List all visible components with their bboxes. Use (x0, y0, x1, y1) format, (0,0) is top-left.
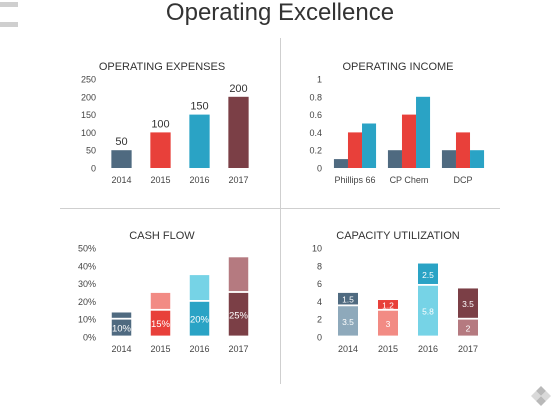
page-title: Operating Excellence (165, 0, 395, 26)
y-tick-label: 100 (81, 128, 96, 138)
bar (401, 114, 417, 168)
y-tick-label: 0.8 (309, 92, 322, 102)
y-tick-label: 30% (78, 279, 96, 289)
bar (347, 132, 363, 168)
bar-segment (227, 292, 250, 337)
x-tick-label: 2016 (189, 344, 209, 354)
data-label: 3.5 (342, 317, 354, 327)
x-tick-label: 2014 (111, 344, 131, 354)
bar-segment (149, 292, 172, 310)
corner-logo-icon (0, 2, 20, 35)
x-tick-label: CP Chem (390, 175, 429, 185)
y-tick-label: 0 (317, 333, 322, 343)
x-tick-label: 2015 (150, 175, 170, 185)
y-tick-label: 0 (91, 164, 96, 174)
operating-income-chart: OPERATING INCOME 0 0.2 0.4 0.6 0.8 1 Phillips … (309, 61, 485, 185)
vertical-divider (280, 38, 281, 384)
bar-segment (377, 299, 399, 310)
y-tick-label: 6 (317, 279, 322, 289)
y-tick-label: 20% (78, 297, 96, 307)
data-label: 150 (190, 101, 208, 113)
x-tick-label: 2017 (228, 175, 248, 185)
x-tick-label: 2014 (111, 175, 131, 185)
x-tick-label: 2015 (378, 344, 398, 354)
data-label: 3.5 (462, 299, 474, 309)
y-tick-label: 250 (81, 75, 96, 85)
y-tick-label: 50 (86, 146, 96, 156)
bar (455, 132, 471, 168)
bar (333, 159, 348, 168)
bar-segment (377, 309, 399, 337)
y-tick-label: 8 (317, 261, 322, 271)
bar (362, 123, 377, 168)
bar-segment (110, 311, 133, 319)
y-tick-label: 2 (317, 315, 322, 325)
bar (470, 150, 485, 168)
bar (111, 150, 132, 168)
y-tick-label: 0 (317, 164, 322, 174)
data-label: 50 (115, 136, 127, 148)
y-tick-label: 10 (312, 244, 322, 254)
bar (387, 150, 402, 168)
y-tick-label: 150 (81, 110, 96, 120)
horizontal-divider (60, 208, 500, 209)
diamond-logo-icon (530, 385, 552, 412)
data-label: 5.8 (422, 307, 434, 317)
y-tick-label: 10% (78, 315, 96, 325)
cash-flow-chart: CASH FLOW 0% 10% 20% 30% 40% 50% 2014 2015 2016 2… (78, 230, 250, 354)
chart-title: OPERATING INCOME (342, 61, 453, 73)
bar-segment (417, 284, 439, 337)
bar-segment (337, 305, 359, 337)
y-tick-label: 0.4 (309, 128, 322, 138)
bar-segment (188, 274, 211, 301)
data-label: 20% (190, 315, 210, 326)
operating-expenses-chart: OPERATING EXPENSES 0 50 100 150 200 250 2014 20… (81, 61, 249, 185)
y-tick-label: 0% (83, 333, 96, 343)
capacity-utilization-chart: CAPACITY UTILIZATION 0 2 4 6 8 10 2014 2015 2016… (312, 230, 479, 354)
x-tick-label: DCP (453, 175, 472, 185)
y-tick-label: 0.2 (309, 146, 322, 156)
chart-title: OPERATING EXPENSES (99, 61, 225, 73)
bar-segment (417, 262, 439, 285)
bar-segment (337, 292, 359, 306)
y-tick-label: 1 (317, 75, 322, 85)
x-tick-label: 2015 (150, 344, 170, 354)
y-tick-label: 4 (317, 297, 322, 307)
data-label: 200 (229, 83, 247, 95)
data-label: 100 (151, 118, 169, 130)
x-tick-label: 2016 (418, 344, 438, 354)
bar-segment (188, 301, 211, 337)
chart-title: CASH FLOW (129, 230, 195, 242)
y-tick-label: 200 (81, 92, 96, 102)
data-label: 1.2 (382, 300, 394, 310)
data-label: 1.5 (342, 295, 354, 305)
data-label: 25% (229, 310, 249, 321)
x-tick-label: 2016 (189, 175, 209, 185)
chart-title: CAPACITY UTILIZATION (336, 230, 460, 242)
bar (228, 96, 249, 168)
data-label: 10% (112, 324, 132, 335)
bar-segment (110, 318, 133, 337)
data-label: 15% (151, 319, 171, 330)
x-tick-label: 2017 (458, 344, 478, 354)
bar (189, 114, 210, 168)
data-label: 2.5 (422, 270, 434, 280)
bar-segment (457, 318, 479, 337)
data-label: 2 (466, 324, 471, 334)
bar-segment (227, 256, 250, 292)
bar-segment (149, 309, 172, 337)
bar-segment (457, 287, 479, 319)
x-tick-label: Phillips 66 (334, 175, 375, 185)
data-label: 3 (386, 319, 391, 329)
x-tick-label: 2014 (338, 344, 358, 354)
bar (441, 150, 456, 168)
bar (416, 96, 431, 168)
bar (150, 132, 171, 168)
x-tick-label: 2017 (228, 344, 248, 354)
y-tick-label: 0.6 (309, 110, 322, 120)
y-tick-label: 50% (78, 244, 96, 254)
y-tick-label: 40% (78, 261, 96, 271)
